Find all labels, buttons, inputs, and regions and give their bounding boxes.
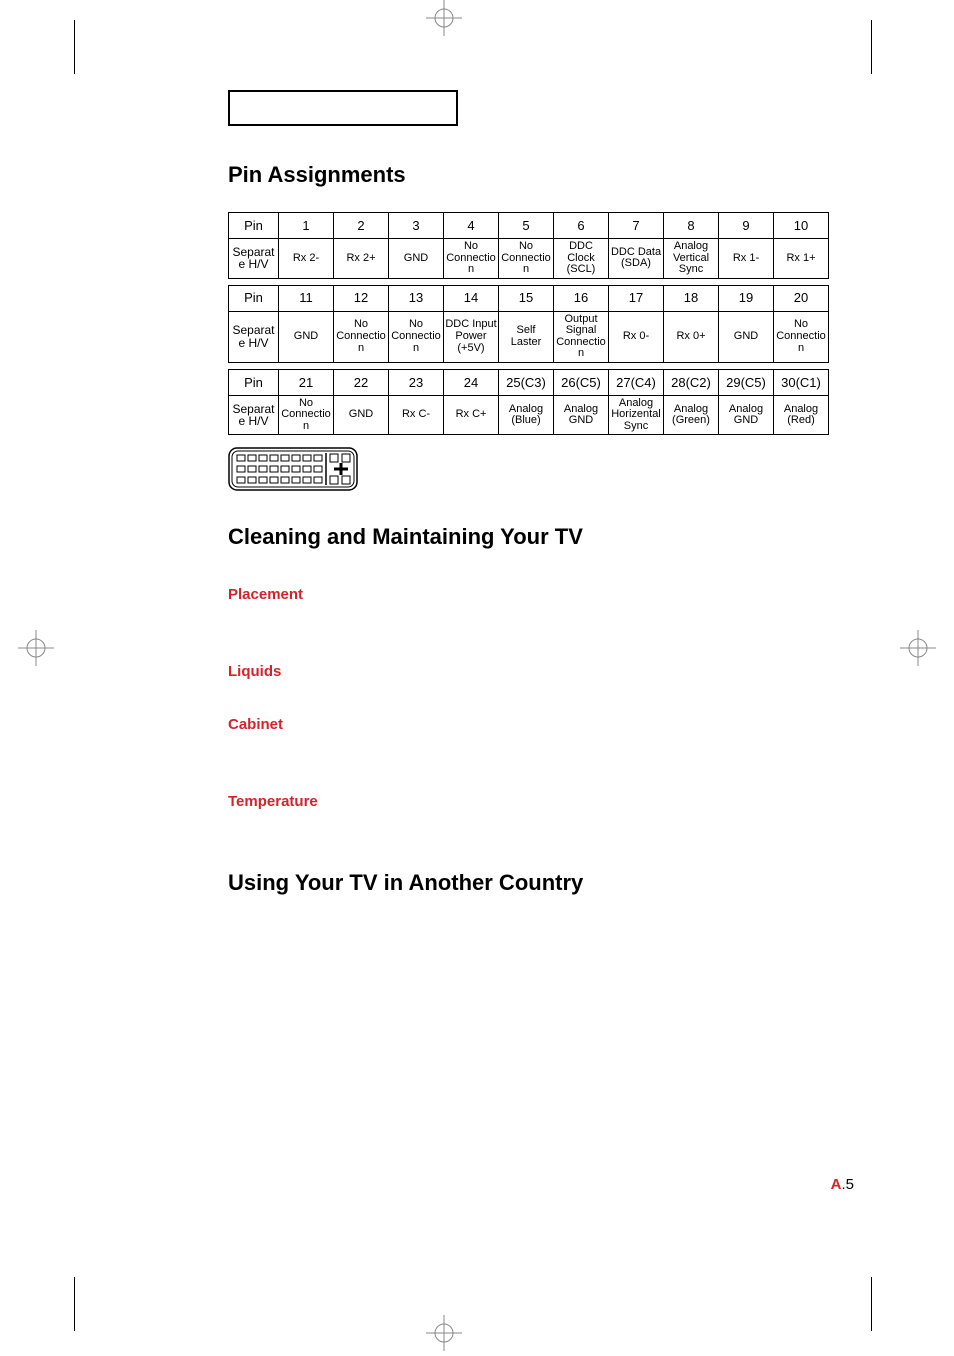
- pin-value: GND: [389, 239, 444, 279]
- pin-value: Analog GND: [554, 395, 609, 435]
- pin-assignments-tables: Pin 1 2 3 4 5 6 7 8 9 10 Separate H/V Rx…: [228, 212, 858, 435]
- pin-value: Analog (Red): [774, 395, 829, 435]
- pin-value: No Connection: [774, 311, 829, 362]
- pin-number: 24: [444, 369, 499, 395]
- page-number-prefix: A: [831, 1176, 842, 1193]
- pin-number: 1: [279, 213, 334, 239]
- pin-number: 19: [719, 285, 774, 311]
- pin-number: 6: [554, 213, 609, 239]
- pin-value: No Connection: [389, 311, 444, 362]
- registration-mark-top: [426, 0, 462, 36]
- pin-value: Output Signal Connection: [554, 311, 609, 362]
- dvi-connector-icon: [228, 445, 358, 496]
- pin-number: 22: [334, 369, 389, 395]
- pin-number: 28(C2): [664, 369, 719, 395]
- signal-row-label: Separate H/V: [229, 239, 279, 279]
- pin-value: DDC Input Power (+5V): [444, 311, 499, 362]
- pin-number: 8: [664, 213, 719, 239]
- pin-number: 17: [609, 285, 664, 311]
- pin-value: No Connection: [279, 395, 334, 435]
- pin-number: 10: [774, 213, 829, 239]
- pin-assignments-heading: Pin Assignments: [228, 162, 858, 188]
- pin-value: Analog GND: [719, 395, 774, 435]
- pin-number: 30(C1): [774, 369, 829, 395]
- pin-value: Rx 0+: [664, 311, 719, 362]
- placement-subhead: Placement: [228, 586, 858, 603]
- registration-mark-bottom: [426, 1315, 462, 1351]
- pin-table-3: Pin 21 22 23 24 25(C3) 26(C5) 27(C4) 28(…: [228, 369, 829, 436]
- cabinet-subhead: Cabinet: [228, 716, 858, 733]
- pin-number: 4: [444, 213, 499, 239]
- pin-table-1: Pin 1 2 3 4 5 6 7 8 9 10 Separate H/V Rx…: [228, 212, 829, 279]
- pin-value: Analog Vertical Sync: [664, 239, 719, 279]
- page-number: A.5: [831, 1176, 854, 1193]
- pin-value: Analog Horizental Sync: [609, 395, 664, 435]
- pin-value: Rx 0-: [609, 311, 664, 362]
- pin-number: 14: [444, 285, 499, 311]
- pin-value: GND: [719, 311, 774, 362]
- pin-value: Rx 1-: [719, 239, 774, 279]
- pin-table-2: Pin 11 12 13 14 15 16 17 18 19 20 Separa…: [228, 285, 829, 363]
- pin-row-label: Pin: [229, 213, 279, 239]
- another-country-heading: Using Your TV in Another Country: [228, 870, 858, 896]
- title-box: [228, 90, 458, 126]
- pin-value: Analog (Blue): [499, 395, 554, 435]
- crop-mark: [74, 1277, 75, 1331]
- pin-number: 29(C5): [719, 369, 774, 395]
- pin-number: 7: [609, 213, 664, 239]
- pin-row-label: Pin: [229, 369, 279, 395]
- crop-mark: [871, 1277, 872, 1331]
- pin-number: 18: [664, 285, 719, 311]
- pin-value: No Connection: [444, 239, 499, 279]
- pin-number: 13: [389, 285, 444, 311]
- page: Pin Assignments Pin 1 2 3 4 5 6 7 8 9 10: [0, 0, 954, 1351]
- registration-mark-left: [18, 630, 54, 666]
- pin-value: Rx 2+: [334, 239, 389, 279]
- pin-number: 25(C3): [499, 369, 554, 395]
- pin-value: GND: [334, 395, 389, 435]
- pin-value: Self Laster: [499, 311, 554, 362]
- pin-value: Rx C+: [444, 395, 499, 435]
- pin-number: 9: [719, 213, 774, 239]
- temperature-subhead: Temperature: [228, 793, 858, 810]
- pin-number: 5: [499, 213, 554, 239]
- pin-number: 27(C4): [609, 369, 664, 395]
- pin-row-label: Pin: [229, 285, 279, 311]
- pin-value: DDC Clock (SCL): [554, 239, 609, 279]
- pin-value: Rx 1+: [774, 239, 829, 279]
- pin-value: GND: [279, 311, 334, 362]
- pin-number: 12: [334, 285, 389, 311]
- content-area: Pin Assignments Pin 1 2 3 4 5 6 7 8 9 10: [228, 90, 858, 920]
- pin-value: No Connection: [334, 311, 389, 362]
- pin-number: 23: [389, 369, 444, 395]
- pin-value: Rx 2-: [279, 239, 334, 279]
- signal-row-label: Separate H/V: [229, 311, 279, 362]
- pin-number: 20: [774, 285, 829, 311]
- page-number-value: 5: [846, 1176, 854, 1193]
- pin-number: 11: [279, 285, 334, 311]
- crop-mark: [74, 20, 75, 74]
- registration-mark-right: [900, 630, 936, 666]
- pin-number: 21: [279, 369, 334, 395]
- pin-value: Rx C-: [389, 395, 444, 435]
- pin-number: 16: [554, 285, 609, 311]
- pin-number: 26(C5): [554, 369, 609, 395]
- pin-number: 2: [334, 213, 389, 239]
- pin-number: 15: [499, 285, 554, 311]
- pin-value: Analog (Green): [664, 395, 719, 435]
- liquids-subhead: Liquids: [228, 663, 858, 680]
- pin-value: No Connection: [499, 239, 554, 279]
- signal-row-label: Separate H/V: [229, 395, 279, 435]
- crop-mark: [871, 20, 872, 74]
- cleaning-heading: Cleaning and Maintaining Your TV: [228, 524, 858, 550]
- pin-value: DDC Data (SDA): [609, 239, 664, 279]
- pin-number: 3: [389, 213, 444, 239]
